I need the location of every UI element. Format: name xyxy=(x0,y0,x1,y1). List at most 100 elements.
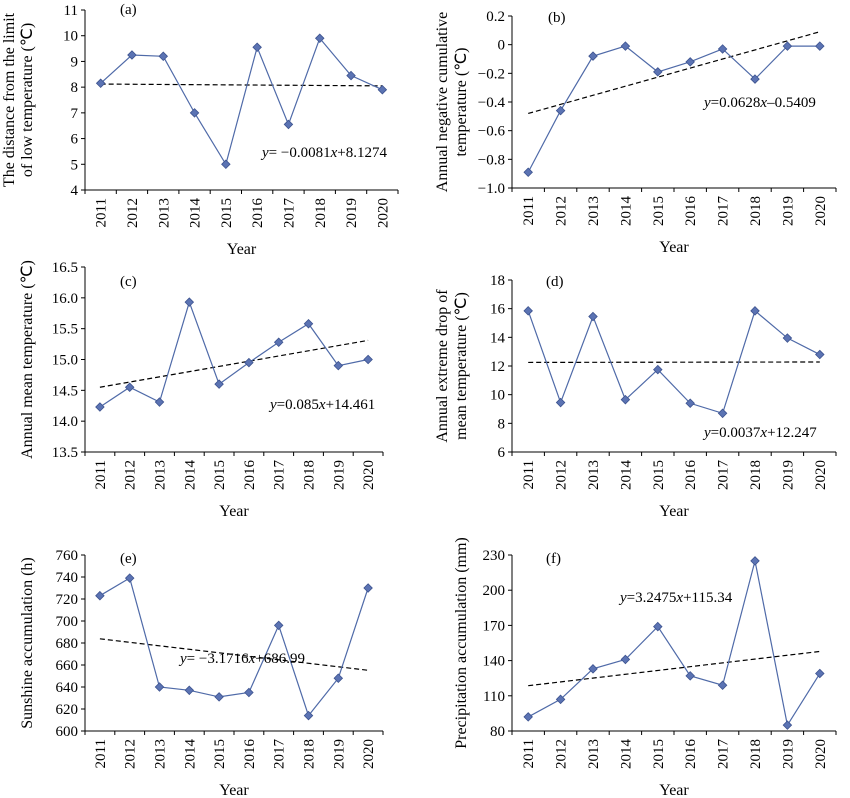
x-tick-label: 2014 xyxy=(182,460,198,491)
y-axis-title: Precipitation accumulation (mm) xyxy=(453,537,470,749)
x-tick-label: 2012 xyxy=(554,460,570,490)
series-line xyxy=(527,560,821,727)
x-tick-label: 2016 xyxy=(242,739,258,770)
x-tick-label: 2017 xyxy=(716,196,732,227)
data-point-2020 xyxy=(363,354,373,365)
data-point-2019 xyxy=(333,673,344,683)
data-point-2020 xyxy=(377,84,388,95)
data-point-2020 xyxy=(363,583,373,593)
data-point-2017 xyxy=(273,337,284,347)
x-tick-label: 2013 xyxy=(156,198,172,228)
data-point-2015 xyxy=(214,379,224,389)
x-tick-label: 2014 xyxy=(182,739,198,770)
x-tick-label: 2016 xyxy=(683,460,699,491)
y-tick-label: 16 xyxy=(490,302,506,318)
y-tick-label: 740 xyxy=(56,570,79,586)
x-tick-label: 2014 xyxy=(618,460,634,491)
data-point-2017 xyxy=(717,408,728,419)
data-point-2015 xyxy=(214,692,224,702)
panel-label: (a) xyxy=(120,2,137,18)
y-tick-label: 0.2 xyxy=(486,9,505,25)
y-tick-label: −0.4 xyxy=(478,95,506,111)
x-tick-label: 2020 xyxy=(361,739,377,769)
x-tick-label: 2019 xyxy=(780,739,796,769)
series-line xyxy=(527,45,820,173)
regression-equation: y=3.2475x+115.34 xyxy=(618,590,733,606)
data-point-2018 xyxy=(750,556,760,566)
x-tick-label: 2019 xyxy=(780,460,796,490)
x-axis-title: Year xyxy=(227,241,257,258)
y-tick-label: 640 xyxy=(56,680,79,696)
x-tick-label: 2013 xyxy=(586,196,602,226)
x-tick-label: 2014 xyxy=(188,198,204,229)
y-tick-label: 0 xyxy=(498,38,506,54)
data-point-2011 xyxy=(95,78,106,89)
x-tick-label: 2013 xyxy=(586,739,602,769)
data-point-2012 xyxy=(124,573,135,583)
data-point-2015 xyxy=(653,621,663,632)
regression-equation: y= −0.0081x+8.1274 xyxy=(260,145,387,161)
chart-panel-f: 80 110 140 170 200 230 2011 2012 2013 2014 2015 201… xyxy=(453,537,837,798)
data-point-2018 xyxy=(750,74,760,84)
regression-equation: y=0.085x+14.461 xyxy=(268,397,375,413)
chart-panel-c: 13.5 14.0 14.5 15.0 15.5 16.0 16.5 2011 2012 2013… xyxy=(19,260,384,520)
x-tick-label: 2020 xyxy=(813,460,829,490)
x-tick-label: 2012 xyxy=(123,739,139,769)
x-tick-label: 2018 xyxy=(302,460,318,490)
chart-panel-d: 6 8 10 12 14 16 18 2011 2012 2013 2014 2015 2016 2017… xyxy=(434,273,837,520)
data-point-2011 xyxy=(95,590,105,601)
data-point-2013 xyxy=(154,397,165,407)
x-tick-label: 2016 xyxy=(683,739,699,770)
data-point-2018 xyxy=(303,710,314,721)
y-axis-title: Annual mean temperature (℃) xyxy=(19,260,36,459)
y-tick-label: 8 xyxy=(71,80,79,96)
y-tick-label: 80 xyxy=(490,724,505,740)
x-axis-title: Year xyxy=(219,503,249,520)
data-point-2020 xyxy=(815,668,825,679)
x-tick-label: 2011 xyxy=(94,198,110,227)
x-tick-label: 2013 xyxy=(586,460,602,490)
panel-label: (d) xyxy=(546,274,564,290)
y-tick-label: 15.0 xyxy=(52,353,78,369)
x-tick-label: 2020 xyxy=(375,198,391,228)
data-point-2020 xyxy=(815,41,825,51)
y-tick-label: 200 xyxy=(483,583,506,599)
data-point-2018 xyxy=(314,33,325,44)
chart-panel-b: −1.0 −0.8 −0.6 −0.4 −0.2 0 0.2 2011 2012 2013 2014… xyxy=(434,9,837,256)
panel-label: (f) xyxy=(546,551,561,567)
data-point-2020 xyxy=(815,349,825,360)
data-point-2017 xyxy=(283,119,294,130)
x-axis-title: Year xyxy=(659,239,689,256)
x-tick-label: 2015 xyxy=(651,739,667,769)
regression-equation: y=0.0037x+12.247 xyxy=(702,425,817,441)
x-tick-label: 2019 xyxy=(331,739,347,769)
y-tick-label: 230 xyxy=(483,548,506,564)
x-tick-label: 2020 xyxy=(361,460,377,490)
data-point-2015 xyxy=(221,159,231,170)
data-point-2012 xyxy=(555,105,566,116)
x-axis-title: Year xyxy=(659,503,689,520)
y-tick-label: 16.0 xyxy=(52,291,78,307)
trend-line xyxy=(528,650,820,687)
y-tick-label: 16.5 xyxy=(52,260,78,276)
panel-label: (b) xyxy=(548,10,566,26)
data-point-2012 xyxy=(124,382,135,393)
x-tick-label: 2012 xyxy=(554,196,570,226)
x-tick-label: 2012 xyxy=(554,739,570,769)
chart-panel-e: 600 620 640 660 680 700 720 740 760 2011 2012 2013 2… xyxy=(19,548,384,798)
y-tick-label: 14 xyxy=(490,330,506,346)
data-point-2017 xyxy=(717,44,728,54)
y-tick-label: 11 xyxy=(64,3,78,19)
panel-label: (e) xyxy=(120,551,137,567)
data-point-2011 xyxy=(523,167,533,177)
x-tick-label: 2018 xyxy=(748,739,764,769)
x-tick-label: 2012 xyxy=(125,198,141,228)
data-point-2019 xyxy=(782,41,793,51)
y-tick-label: 760 xyxy=(56,548,79,564)
data-point-2017 xyxy=(717,680,728,691)
data-point-2012 xyxy=(555,397,566,408)
y-tick-label: 4 xyxy=(71,183,79,199)
x-tick-label: 2018 xyxy=(748,460,764,490)
x-tick-label: 2018 xyxy=(748,196,764,226)
